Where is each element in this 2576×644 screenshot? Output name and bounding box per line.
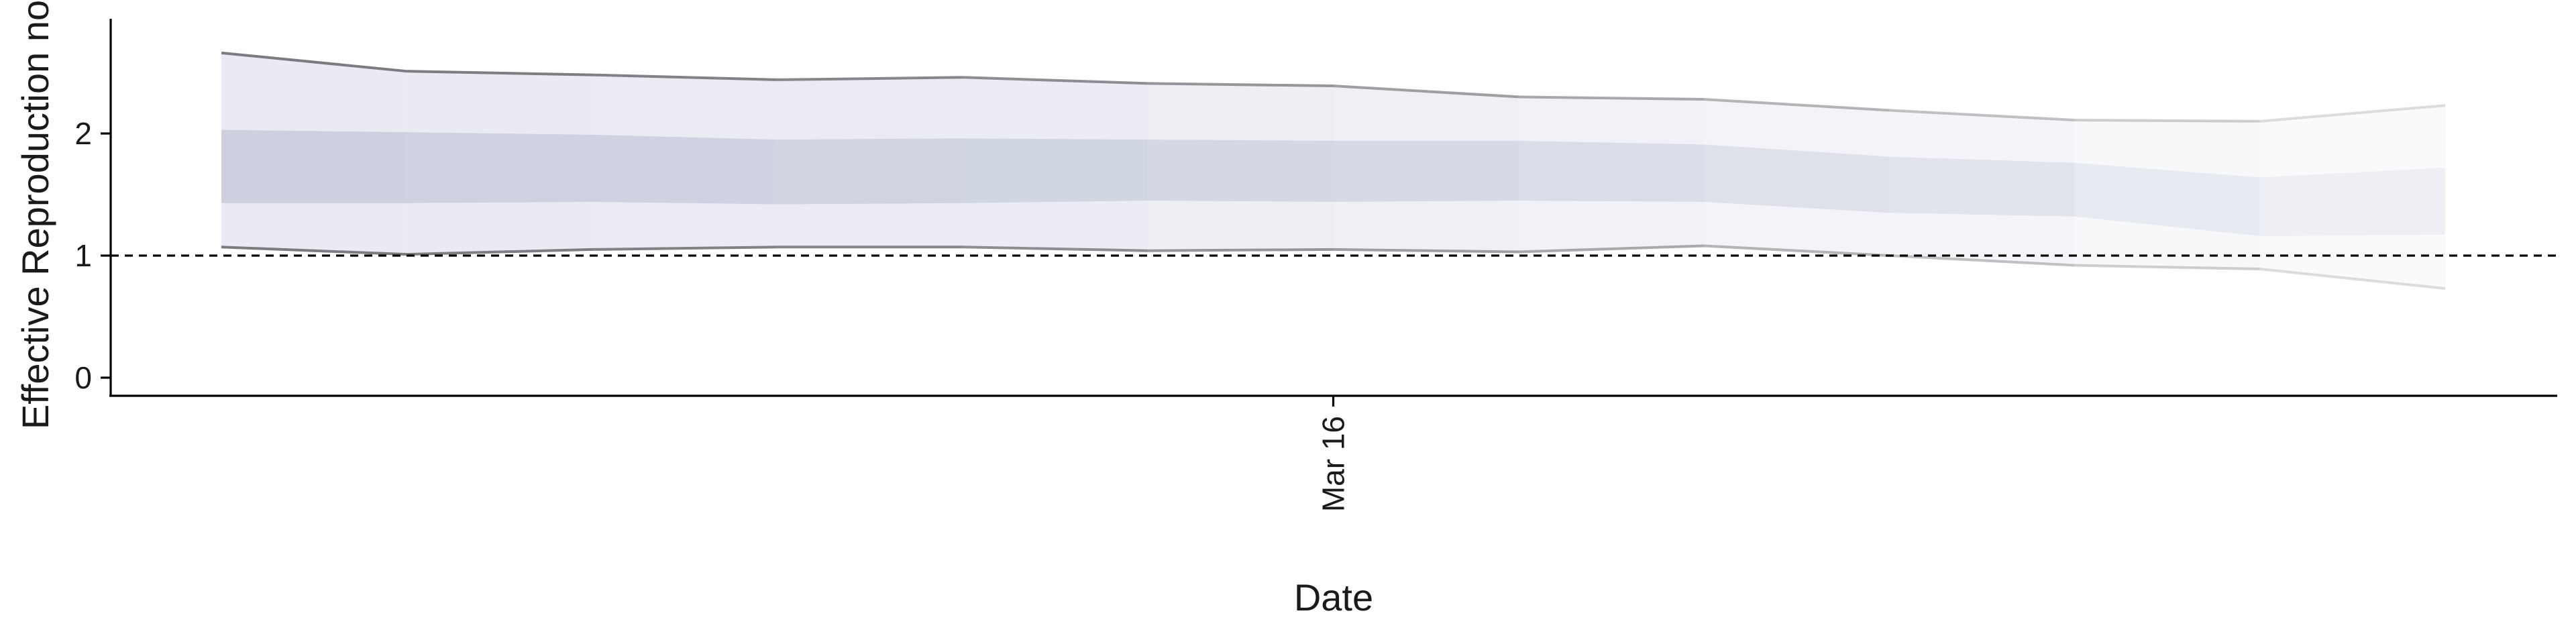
inner-band-segment	[1518, 140, 1704, 202]
uncertainty-bands	[221, 52, 2445, 289]
inner-band-segment	[1704, 144, 1890, 213]
x-axis-title: Date	[1294, 576, 1373, 619]
upper-bound-line-segment	[2074, 118, 2260, 123]
inner-band-segment	[777, 138, 963, 205]
lower-bound-line-segment	[962, 246, 1148, 252]
y-axis-title: Effective Reproduction no	[14, 0, 56, 429]
y-tick-label: 1	[74, 238, 92, 273]
y-axis-ticks: 0 1 2	[74, 116, 111, 395]
x-tick-label: Mar 16	[1316, 416, 1351, 512]
y-tick-label: 2	[74, 116, 92, 151]
outer-band-segment	[1889, 110, 2075, 266]
lower-bound-line-segment	[1703, 244, 1890, 257]
upper-bound-line-segment	[2259, 104, 2446, 123]
lower-bound-line-segment	[1148, 248, 1334, 252]
outer-band-segment	[2259, 105, 2445, 289]
upper-bound-line-segment	[1889, 109, 2075, 121]
lower-bound-line-segment	[2074, 264, 2260, 271]
inner-band-segment	[407, 132, 592, 203]
inner-band-segment	[963, 138, 1148, 203]
upper-bound-line-segment	[1333, 85, 1519, 99]
upper-bound-line-segment	[407, 70, 592, 76]
lower-bound-line-segment	[1333, 248, 1519, 254]
lower-bound-line-segment	[407, 248, 592, 256]
y-tick-label: 0	[74, 360, 92, 395]
inner-band-segment	[2074, 162, 2260, 236]
lower-bound-line-segment	[221, 246, 407, 256]
x-axis-ticks: Mar 16	[1316, 396, 1351, 512]
lower-bound-line-segment	[592, 246, 777, 251]
upper-bound-line-segment	[1703, 98, 1890, 112]
inner-band-segment	[1148, 140, 1334, 202]
interval-bound-lines	[221, 51, 2446, 290]
upper-bound-line-segment	[592, 73, 777, 81]
lower-bound-line-segment	[1518, 244, 1705, 254]
upper-bound-line-segment	[777, 76, 963, 81]
upper-bound-line-segment	[1518, 95, 1705, 101]
inner-band-segment	[1889, 156, 2075, 217]
lower-bound-line-segment	[1889, 254, 2075, 267]
inner-band-segment	[1333, 140, 1519, 202]
lower-bound-line-segment	[2259, 268, 2446, 290]
inner-band-segment	[2259, 167, 2445, 236]
upper-bound-line-segment	[1148, 82, 1334, 88]
inner-band-segment	[221, 129, 407, 203]
inner-band-segment	[592, 134, 777, 205]
upper-bound-line-segment	[221, 51, 407, 73]
outer-band-segment	[2074, 119, 2260, 270]
upper-bound-line-segment	[962, 76, 1148, 85]
